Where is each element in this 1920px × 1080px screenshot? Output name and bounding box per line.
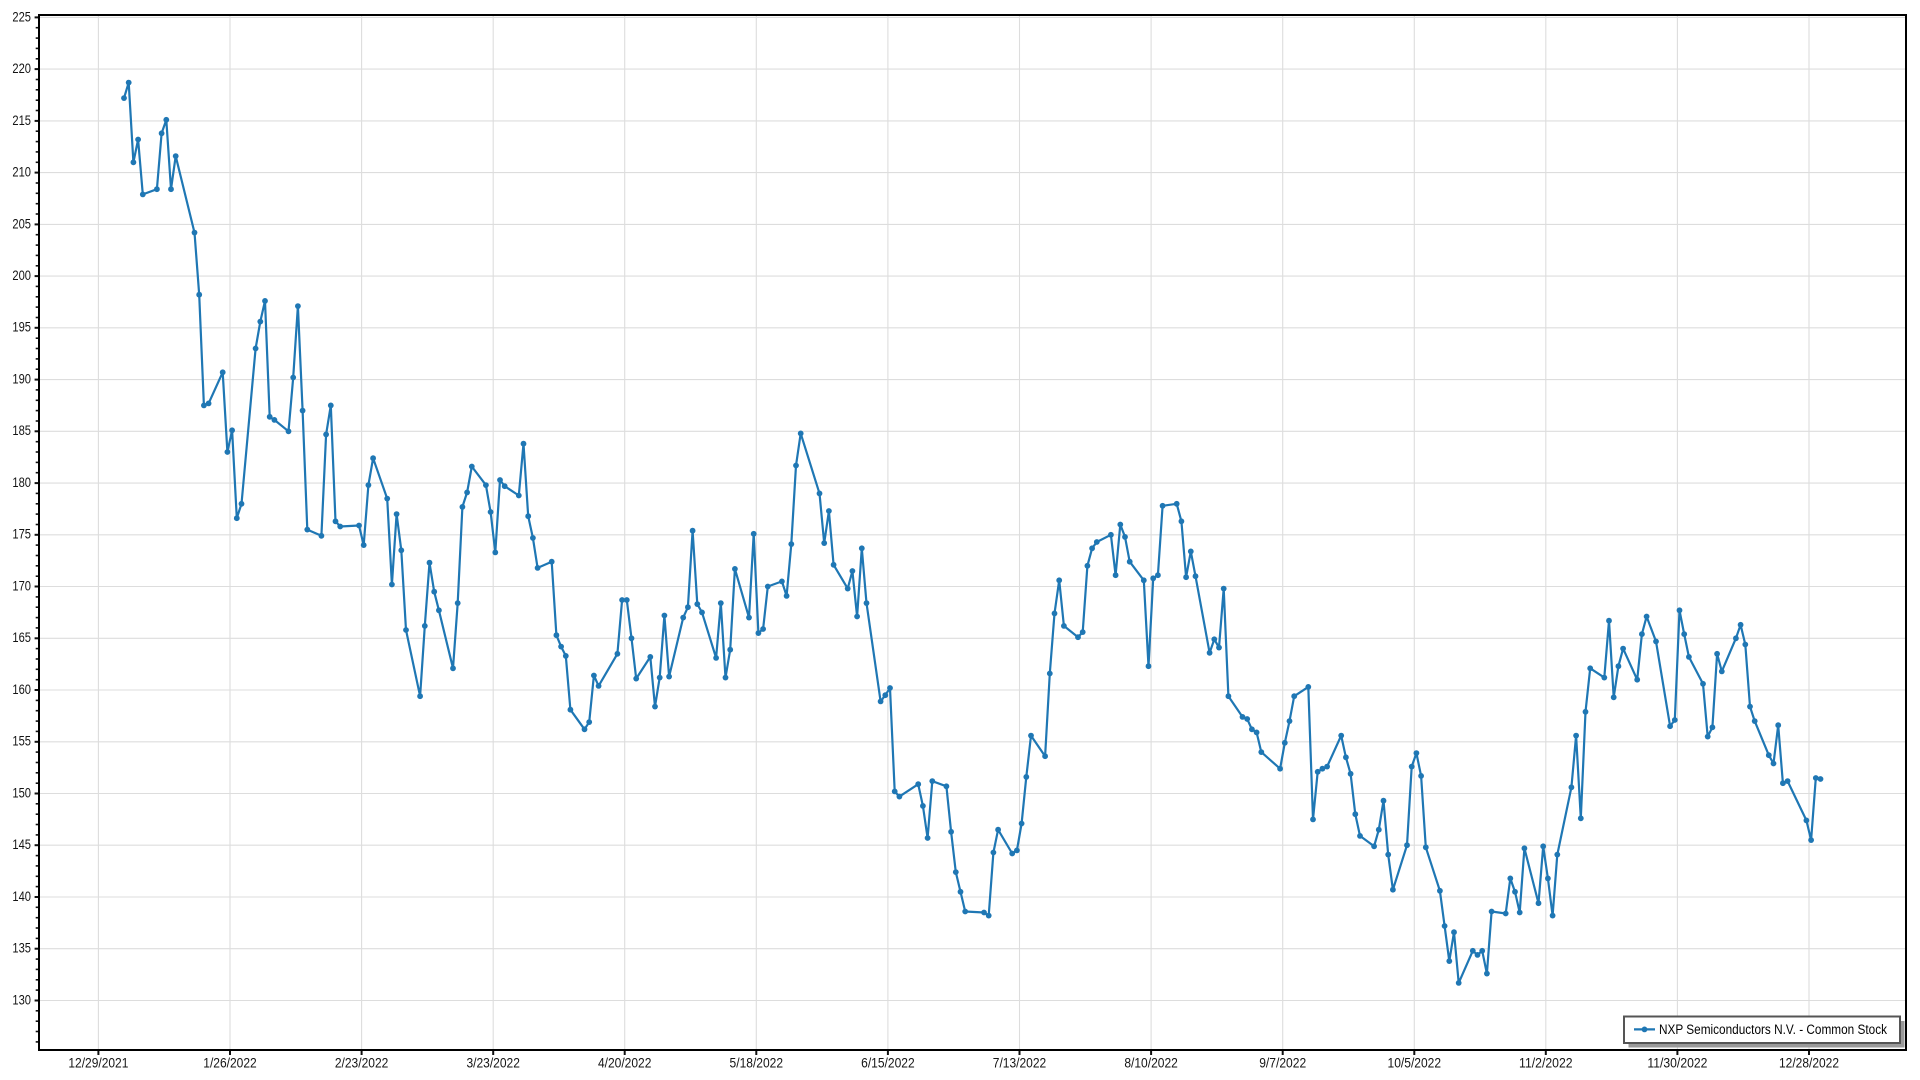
svg-text:155: 155 <box>12 734 31 749</box>
svg-text:2/23/2022: 2/23/2022 <box>335 1056 389 1071</box>
svg-text:185: 185 <box>12 423 31 438</box>
svg-text:135: 135 <box>12 941 31 956</box>
svg-text:210: 210 <box>12 165 31 180</box>
svg-text:195: 195 <box>12 320 31 335</box>
svg-text:11/30/2022: 11/30/2022 <box>1647 1056 1707 1071</box>
svg-text:11/2/2022: 11/2/2022 <box>1519 1056 1573 1071</box>
svg-text:10/5/2022: 10/5/2022 <box>1388 1056 1442 1071</box>
svg-text:225: 225 <box>12 9 31 24</box>
svg-text:180: 180 <box>12 475 31 490</box>
svg-text:165: 165 <box>12 630 31 645</box>
svg-text:145: 145 <box>12 837 31 852</box>
svg-text:160: 160 <box>12 682 31 697</box>
svg-text:215: 215 <box>12 113 31 128</box>
svg-text:200: 200 <box>12 268 31 283</box>
svg-text:12/28/2022: 12/28/2022 <box>1779 1056 1839 1071</box>
svg-text:12/29/2021: 12/29/2021 <box>68 1056 128 1071</box>
svg-text:6/15/2022: 6/15/2022 <box>861 1056 915 1071</box>
svg-text:7/13/2022: 7/13/2022 <box>993 1056 1047 1071</box>
svg-text:5/18/2022: 5/18/2022 <box>730 1056 784 1071</box>
svg-text:4/20/2022: 4/20/2022 <box>598 1056 652 1071</box>
svg-text:8/10/2022: 8/10/2022 <box>1124 1056 1178 1071</box>
svg-text:3/23/2022: 3/23/2022 <box>466 1056 520 1071</box>
svg-text:9/7/2022: 9/7/2022 <box>1259 1056 1306 1071</box>
svg-text:170: 170 <box>12 578 31 593</box>
svg-text:140: 140 <box>12 889 31 904</box>
svg-text:130: 130 <box>12 992 31 1007</box>
svg-text:NXP Semiconductors N.V. - Comm: NXP Semiconductors N.V. - Common Stock <box>1659 1022 1887 1037</box>
svg-text:150: 150 <box>12 785 31 800</box>
svg-text:205: 205 <box>12 216 31 231</box>
svg-text:1/26/2022: 1/26/2022 <box>203 1056 257 1071</box>
svg-text:220: 220 <box>12 61 31 76</box>
svg-text:190: 190 <box>12 372 31 387</box>
svg-text:175: 175 <box>12 527 31 542</box>
